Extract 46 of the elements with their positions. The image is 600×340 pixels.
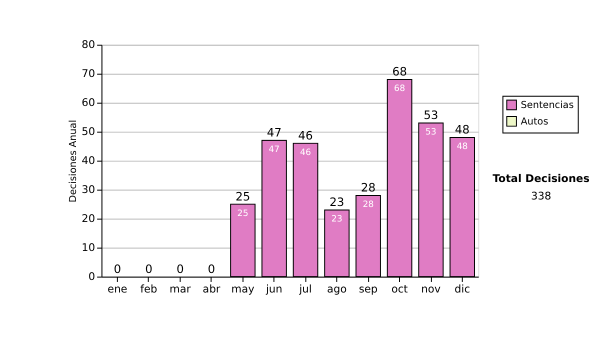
x-tick-label: ago	[327, 282, 347, 296]
text: Total Decisiones	[492, 172, 590, 186]
data-label: 47	[268, 145, 280, 155]
x-tick-label: sep	[358, 282, 378, 296]
data-label: 68	[394, 84, 406, 94]
data-label: 53	[425, 128, 436, 138]
total-label: 28	[360, 180, 376, 195]
x-tick-label: nov	[421, 282, 441, 296]
legend-label: Autos	[520, 116, 548, 128]
data-label: 23	[331, 214, 342, 225]
y-tick-label: 70	[82, 67, 96, 80]
y-tick-label: 0	[88, 270, 96, 284]
x-tick-label: feb	[140, 282, 158, 296]
total-label: 47	[266, 126, 282, 140]
total-label: 68	[392, 64, 407, 79]
total-label: 48	[454, 122, 470, 137]
total-label: 25	[235, 189, 250, 204]
x-tick-label: jun	[264, 282, 282, 296]
total-label: 23	[330, 195, 344, 210]
total-label: 53	[424, 108, 438, 122]
y-axis-title: Decisiones Anual	[68, 120, 79, 202]
x-tick-label: may	[231, 282, 254, 296]
x-tick-label: ene	[108, 282, 128, 296]
x-tick-label: oct	[391, 282, 408, 296]
legend-label: Sentencias	[520, 100, 574, 111]
data-label: 48	[456, 142, 468, 152]
y-tick-label: 10	[82, 241, 96, 254]
x-tick-label: abr	[202, 282, 221, 296]
y-tick-label: 80	[82, 38, 96, 52]
total-label: 46	[298, 128, 313, 142]
y-tick-label: 20	[82, 212, 96, 226]
data-label: 46	[300, 148, 312, 158]
total-label: 0	[114, 262, 122, 276]
total-label: 0	[176, 262, 184, 276]
data-label: 28	[362, 200, 374, 210]
x-tick-label: dic	[454, 282, 470, 296]
y-tick-label: 30	[82, 183, 96, 196]
data-label: 25	[237, 208, 248, 219]
y-tick-label: 50	[82, 125, 96, 138]
x-tick-label: jul	[298, 282, 312, 296]
text: 338	[530, 190, 552, 203]
total-label: 0	[145, 262, 152, 276]
y-tick-label: 40	[82, 154, 96, 168]
x-tick-label: mar	[170, 282, 192, 296]
total-label: 0	[208, 262, 216, 276]
y-tick-label: 60	[82, 96, 96, 110]
